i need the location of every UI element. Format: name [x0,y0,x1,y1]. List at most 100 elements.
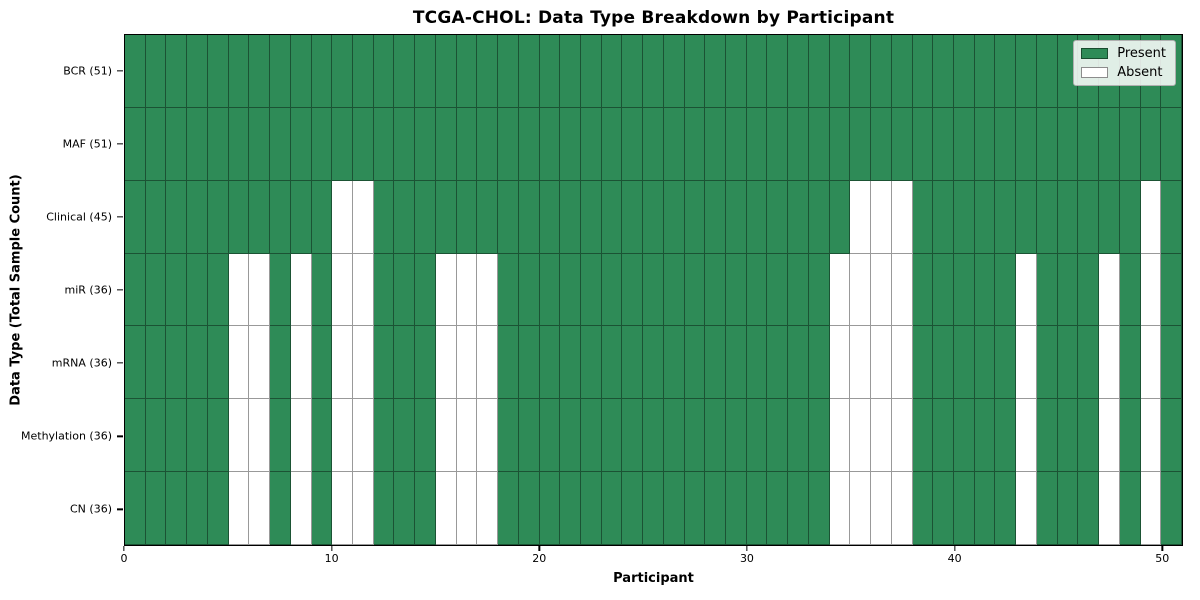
grid-cell-mRNA-38 [912,326,934,400]
grid-cell-CN-49 [1140,472,1162,545]
grid-cell-BCR-8 [290,35,312,108]
grid-cell-CN-42 [995,472,1017,545]
grid-cell-miR-26 [663,253,685,327]
grid-cell-Clinical-48 [1119,180,1141,254]
grid-cell-miR-12 [373,253,395,327]
grid-cell-CN-12 [373,472,395,545]
grid-cell-mRNA-5 [228,326,250,400]
grid-cell-MAF-5 [228,107,250,181]
grid-cell-BCR-31 [767,35,789,108]
grid-cell-CN-20 [539,472,561,545]
grid-cell-MAF-26 [663,107,685,181]
grid-cell-Clinical-17 [477,180,499,254]
heatmap-grid [125,35,1182,545]
grid-cell-mRNA-8 [290,326,312,400]
grid-cell-BCR-21 [560,35,581,108]
grid-cell-BCR-32 [788,35,809,108]
y-tick-mark [117,143,123,145]
grid-cell-mRNA-33 [808,326,830,400]
grid-cell-miR-17 [477,253,499,327]
grid-cell-Clinical-27 [684,180,706,254]
grid-cell-miR-8 [290,253,312,327]
grid-cell-Clinical-33 [808,180,830,254]
grid-cell-MAF-2 [166,107,188,181]
grid-cell-mRNA-49 [1140,326,1162,400]
grid-cell-mRNA-23 [601,326,623,400]
grid-cell-Methylation-0 [125,399,146,473]
grid-cell-miR-5 [228,253,250,327]
grid-cell-Methylation-49 [1140,399,1162,473]
y-tick-label-MAF: MAF (51) [62,137,112,151]
grid-cell-CN-14 [415,472,436,545]
grid-cell-Methylation-40 [954,399,975,473]
x-tick-label-20: 20 [532,552,547,565]
grid-cell-MAF-29 [726,107,747,181]
grid-cell-Methylation-9 [311,399,333,473]
grid-cell-mRNA-46 [1078,326,1100,400]
grid-cell-Clinical-3 [187,180,208,254]
grid-cell-Methylation-25 [643,399,664,473]
grid-cell-mRNA-12 [373,326,395,400]
legend-label: Absent [1117,65,1163,80]
grid-cell-miR-30 [746,253,768,327]
legend-label: Present [1117,46,1166,61]
grid-cell-BCR-40 [954,35,975,108]
grid-cell-CN-17 [477,472,499,545]
grid-cell-Methylation-24 [622,399,644,473]
grid-cell-mRNA-7 [270,326,291,400]
grid-cell-mRNA-13 [394,326,416,400]
grid-cell-miR-38 [912,253,934,327]
grid-cell-CN-24 [622,472,644,545]
grid-cell-Clinical-25 [643,180,664,254]
grid-cell-mRNA-32 [788,326,809,400]
grid-cell-MAF-25 [643,107,664,181]
grid-cell-Methylation-47 [1099,399,1120,473]
y-tick-label-miR: miR (36) [64,283,113,297]
grid-cell-BCR-17 [477,35,499,108]
grid-cell-CN-29 [726,472,747,545]
grid-cell-MAF-19 [518,107,540,181]
grid-cell-CN-13 [394,472,416,545]
grid-cell-MAF-14 [415,107,436,181]
grid-cell-MAF-40 [954,107,975,181]
grid-cell-Clinical-41 [974,180,996,254]
grid-cell-MAF-41 [974,107,996,181]
grid-cell-Methylation-15 [435,399,457,473]
grid-cell-Methylation-29 [726,399,747,473]
grid-cell-Clinical-38 [912,180,934,254]
grid-cell-MAF-4 [207,107,229,181]
grid-cell-CN-44 [1036,472,1058,545]
grid-cell-miR-25 [643,253,664,327]
grid-cell-mRNA-31 [767,326,789,400]
grid-cell-CN-10 [332,472,353,545]
grid-cell-Methylation-3 [187,399,208,473]
legend: Present Absent [1073,40,1176,86]
x-tick-label-0: 0 [120,552,128,565]
grid-cell-CN-33 [808,472,830,545]
grid-cell-MAF-15 [435,107,457,181]
grid-cell-Clinical-11 [352,180,374,254]
grid-cell-miR-21 [560,253,581,327]
chart-title: TCGA-CHOL: Data Type Breakdown by Partic… [412,8,895,28]
grid-cell-MAF-34 [829,107,851,181]
grid-cell-Clinical-34 [829,180,851,254]
grid-cell-CN-0 [125,472,146,545]
grid-cell-miR-1 [145,253,167,327]
grid-cell-CN-9 [311,472,333,545]
grid-cell-miR-41 [974,253,996,327]
grid-cell-mRNA-29 [726,326,747,400]
grid-cell-Clinical-50 [1161,180,1182,254]
grid-cell-miR-20 [539,253,561,327]
grid-cell-BCR-23 [601,35,623,108]
grid-cell-Clinical-47 [1099,180,1120,254]
grid-cell-Clinical-1 [145,180,167,254]
x-tick-label-50: 50 [1155,552,1170,565]
grid-cell-miR-24 [622,253,644,327]
grid-cell-MAF-11 [352,107,374,181]
grid-cell-MAF-17 [477,107,499,181]
grid-cell-BCR-18 [498,35,519,108]
grid-cell-MAF-27 [684,107,706,181]
grid-cell-miR-32 [788,253,809,327]
grid-cell-Clinical-0 [125,180,146,254]
grid-cell-Clinical-35 [850,180,872,254]
